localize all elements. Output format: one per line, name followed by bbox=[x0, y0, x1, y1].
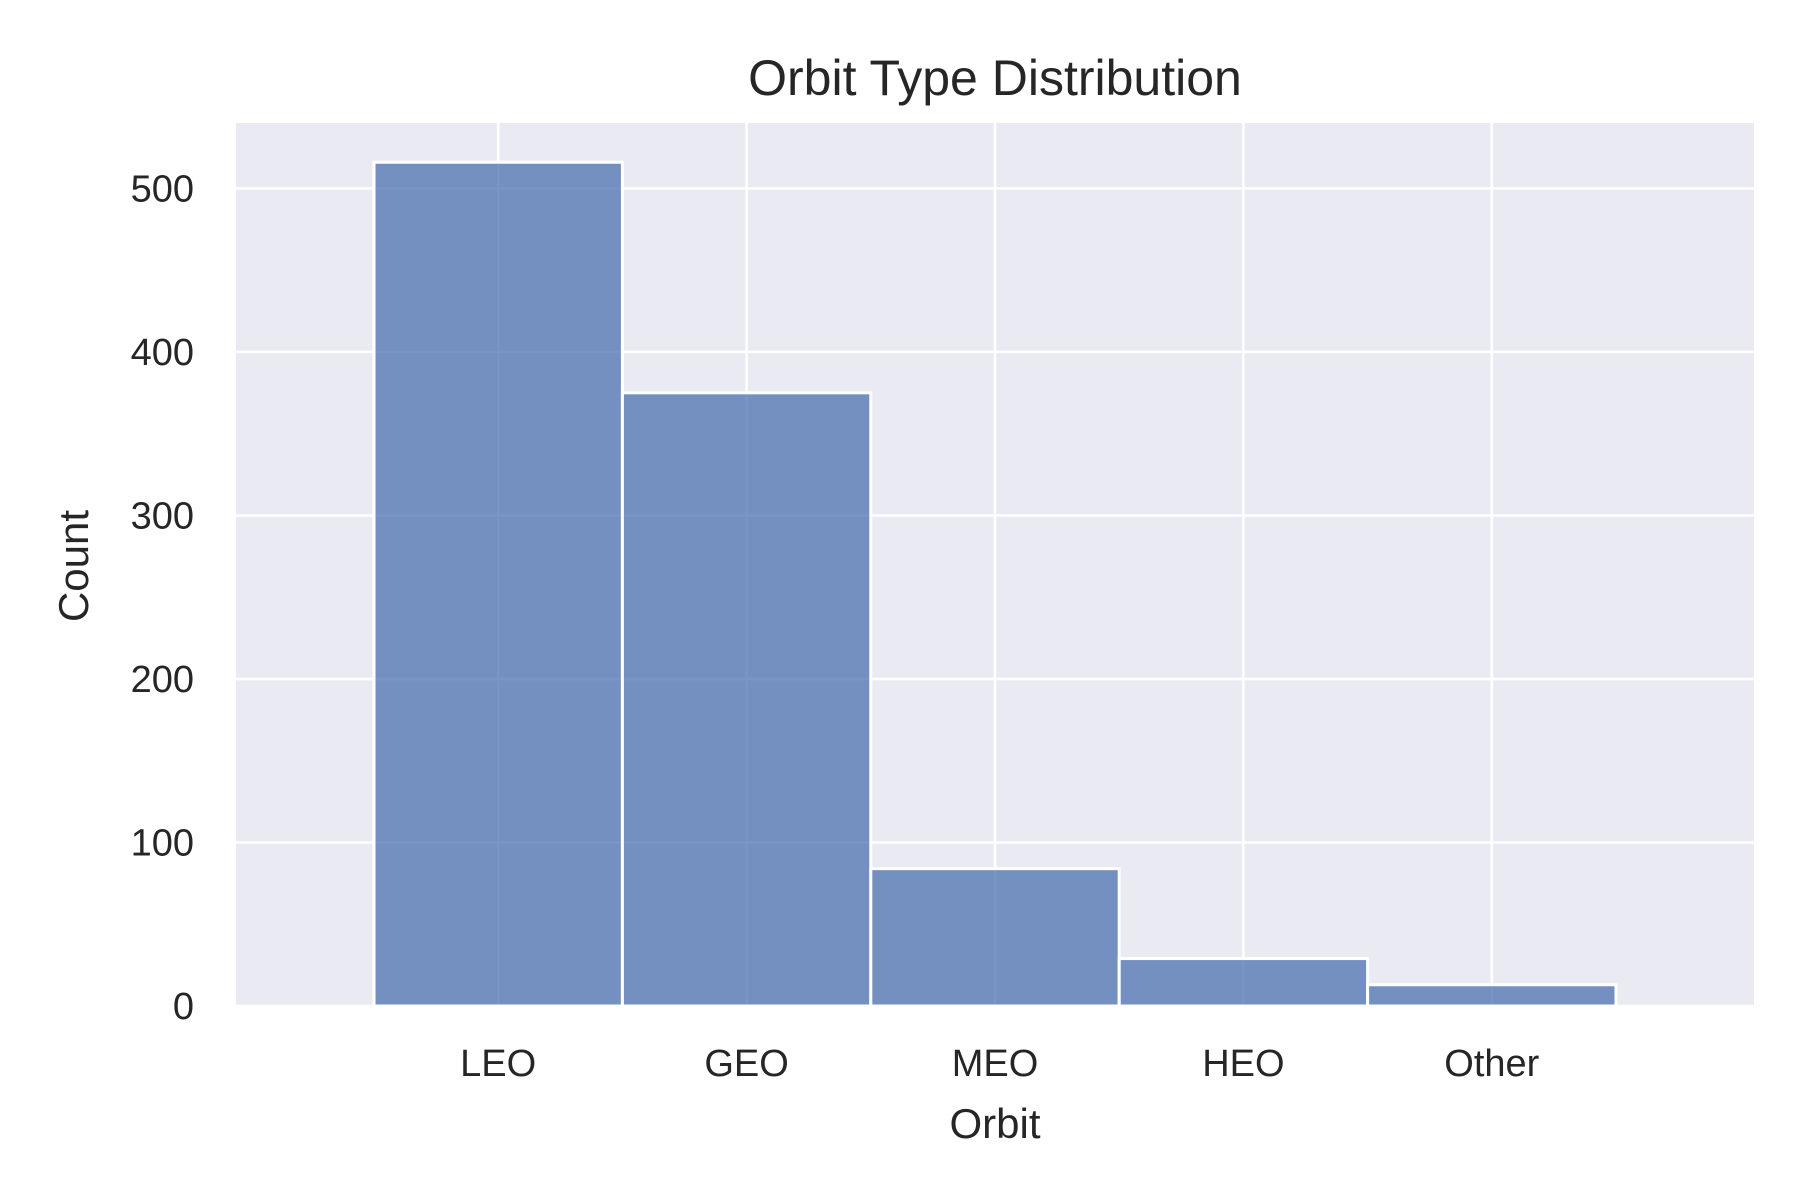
y-tick-label: 200 bbox=[131, 659, 194, 701]
x-tick-label: Other bbox=[1444, 1043, 1539, 1085]
bar-geo bbox=[620, 391, 873, 1008]
x-tick-label: GEO bbox=[704, 1043, 788, 1085]
bar-heo bbox=[1117, 957, 1370, 1008]
y-tick-label: 300 bbox=[131, 495, 194, 537]
x-axis-label: Orbit bbox=[949, 1100, 1040, 1147]
bar-leo bbox=[372, 160, 624, 1008]
x-tick-label: HEO bbox=[1202, 1043, 1284, 1085]
x-tick-label: MEO bbox=[952, 1043, 1039, 1085]
chart-title: Orbit Type Distribution bbox=[748, 50, 1242, 106]
y-tick-label: 400 bbox=[131, 332, 194, 374]
x-tick-labels: LEO GEO MEO HEO Other bbox=[460, 1043, 1539, 1085]
bars bbox=[372, 160, 1618, 1008]
y-tick-label: 100 bbox=[131, 822, 194, 864]
bar-other bbox=[1366, 983, 1618, 1008]
y-tick-label: 0 bbox=[173, 986, 194, 1028]
y-tick-label: 500 bbox=[131, 168, 194, 210]
bar-meo bbox=[869, 867, 1121, 1008]
y-axis-label: Count bbox=[50, 510, 97, 622]
x-tick-label: LEO bbox=[460, 1043, 536, 1085]
y-tick-labels: 0 100 200 300 400 500 bbox=[131, 168, 194, 1028]
